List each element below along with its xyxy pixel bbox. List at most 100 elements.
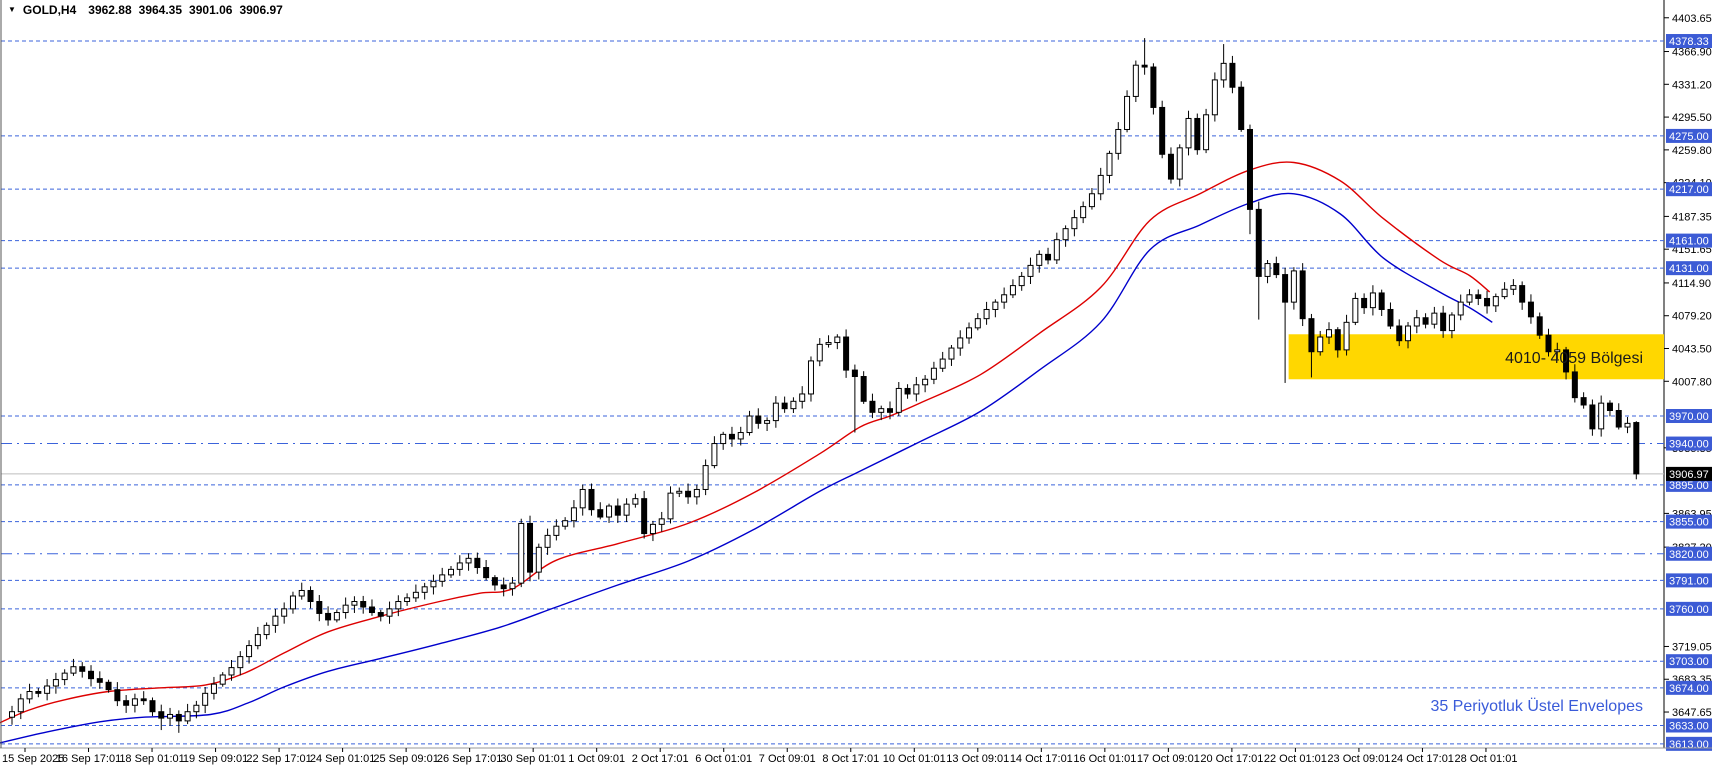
candle-body [105,681,112,691]
candle-body [930,367,937,380]
candle-body [316,601,323,614]
candle-body [1598,402,1605,430]
candle-body [1264,263,1271,277]
candle-body [1431,312,1438,325]
candle-body [61,672,68,681]
candle-body [202,692,209,706]
candle-body [35,691,42,694]
price-level-label [1666,233,1712,248]
symbol-dropdown-icon[interactable]: ▼ [8,5,16,14]
candle-body [351,601,358,606]
candle-body [1413,317,1420,327]
candle-body [790,400,797,410]
candle-body [237,656,244,669]
candle-body [307,589,314,603]
price-level-label [1666,654,1712,669]
candle-body [1308,318,1315,353]
candle-body [904,387,911,395]
candle-body [1510,285,1517,290]
time-tick-label: 22 Sep 17:01 [246,753,311,765]
price-tick-label: 4007.80 [1672,376,1712,388]
current-price-label [1666,466,1712,481]
candle-body [632,498,639,505]
price-level-label [1666,718,1712,733]
candle-body [772,402,779,422]
price-level-label-text: 4275.00 [1669,131,1709,143]
price-level-label-text: 3633.00 [1669,720,1709,732]
candle-body [1203,114,1210,151]
candle-body [518,522,525,584]
candle-body [1080,206,1087,219]
candle-body [579,488,586,509]
price-level-label-text: 3820.00 [1669,549,1709,561]
symbol-period-label: GOLD,H4 [22,3,77,17]
candle-body [878,408,885,413]
price-levels-layer [1,40,1664,745]
candle-body [764,420,771,424]
ema-envelope-lower-line [0,192,1493,744]
candle-body [1220,62,1227,81]
time-tick-label: 16 Sep 17:01 [56,753,121,765]
candle-body [781,402,788,410]
candle-body [948,347,955,360]
candle-body [1369,292,1376,309]
price-level-label-text: 4378.33 [1669,36,1709,48]
candle-body [325,612,332,621]
candle-body [649,523,656,535]
candle-body [395,601,402,610]
candle-body [254,634,261,647]
price-level-label [1666,128,1712,143]
candle-body [175,713,182,722]
candle-body [96,678,103,683]
candle-body [957,337,964,349]
candle-body [562,520,569,527]
candle-body [1571,371,1578,399]
candle-body [281,608,288,617]
price-tick-label: 4259.80 [1672,145,1712,157]
price-tick-label: 4295.50 [1672,112,1712,124]
candle-body [974,318,981,329]
price-level-label-text: 4131.00 [1669,263,1709,275]
candle-body [1589,404,1596,430]
candle-body [966,327,973,339]
candle-body [887,408,893,413]
candle-body [1255,208,1262,277]
candle-body [825,342,832,345]
candle-body [158,711,165,719]
time-tick-label: 13 Oct 09:01 [946,753,1009,765]
candle-body [1036,253,1043,266]
candle-body [1545,334,1552,353]
candle-body [1097,174,1104,195]
candle-body [1229,62,1236,88]
candle-body [491,577,498,586]
candle-body [816,343,823,362]
time-tick-label: 10 Oct 01:01 [883,753,946,765]
candle-body [1527,301,1534,318]
candle-body [1554,349,1561,353]
price-level-label [1666,34,1712,49]
candle-body [228,667,235,676]
candle-body [1343,321,1350,351]
price-tick-label: 3647.65 [1672,707,1712,719]
ohlc-low-value: 3901.06 [189,3,233,17]
candle-body [676,490,683,494]
candle-body [1018,275,1025,287]
candle-body [658,518,665,525]
candle-body [755,415,762,424]
candle-body [720,433,727,445]
candle-body [483,567,490,579]
candle-body [728,433,735,440]
time-tick-label: 30 Sep 01:01 [500,753,565,765]
candle-body [412,591,419,599]
candle-body [184,711,191,722]
candle-body [641,498,648,535]
candle-body [1088,193,1095,208]
ohlc-close-value: 3906.97 [239,3,283,17]
candle-body [869,400,876,413]
candle-body [386,608,393,617]
candle-body [1334,329,1341,351]
candle-body [79,666,86,672]
price-axis: 4403.654366.904331.204295.504259.804224.… [1663,0,1712,748]
price-level-label-text: 4161.00 [1669,236,1709,248]
